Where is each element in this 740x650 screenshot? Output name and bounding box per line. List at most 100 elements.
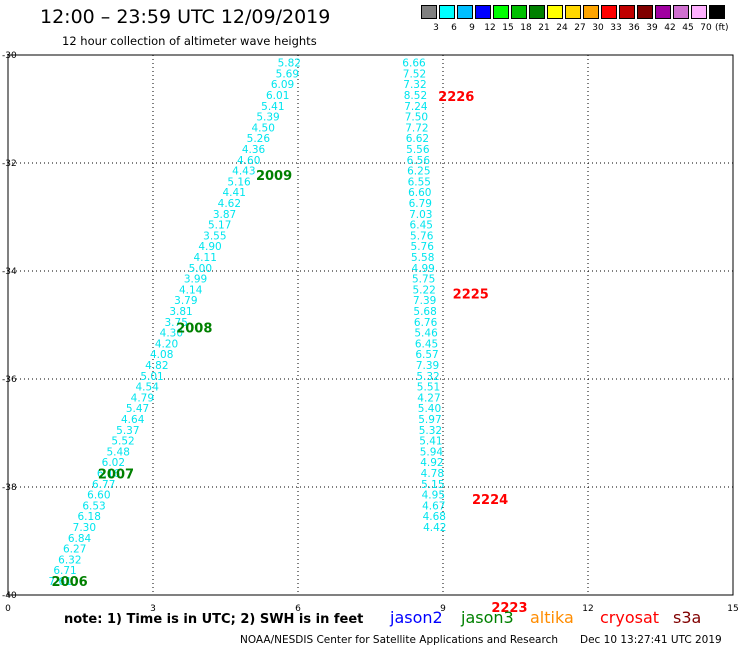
data-value-label: 6.77 (92, 479, 115, 491)
data-value-label: 6.18 (78, 511, 101, 523)
y-tick-label: -40 (2, 591, 17, 601)
data-value-label: 5.01 (140, 371, 163, 383)
data-value-label: 5.76 (411, 241, 435, 253)
data-value-label: 6.53 (82, 500, 105, 512)
data-value-label: 4.20 (155, 338, 178, 350)
x-tick-label: 0 (5, 604, 11, 614)
plot-frame (7, 54, 734, 596)
data-value-label: 7.24 (404, 101, 428, 113)
x-tick-label: 9 (440, 604, 446, 614)
data-value-label: 6.45 (410, 220, 433, 232)
legend-swatch (475, 5, 491, 19)
x-tick-label: 15 (727, 604, 738, 614)
timestamp: Dec 10 13:27:41 UTC 2019 (580, 634, 722, 646)
pass-label: 2225 (453, 288, 489, 303)
data-value-label: 6.60 (408, 187, 431, 199)
satellite-cryosat: cryosat (600, 608, 660, 627)
x-tick-label: 12 (582, 604, 593, 614)
data-value-label: 7.52 (403, 68, 426, 80)
data-value-label: 4.43 (232, 166, 255, 178)
data-value-label: 6.16 (97, 468, 121, 480)
data-value-label: 5.26 (247, 133, 271, 145)
page-subtitle: 12 hour collection of altimeter wave hei… (62, 34, 317, 48)
data-value-label: 5.46 (414, 328, 438, 340)
legend-label: 15 (502, 23, 514, 33)
data-value-label: 4.08 (150, 349, 173, 361)
data-value-label: 5.48 (107, 446, 130, 458)
y-tick-label: -34 (2, 267, 17, 277)
legend-label: 18 (520, 23, 532, 33)
page-title: 12:00 – 23:59 UTC 12/09/2019 (40, 6, 331, 28)
data-value-label: 5.69 (276, 68, 299, 80)
data-value-label: 6.45 (415, 338, 438, 350)
pass-label: 2223 (491, 601, 527, 616)
satellite-altika: altika (530, 608, 574, 627)
data-value-label: 5.94 (420, 446, 444, 458)
data-value-label: 5.32 (419, 425, 442, 437)
data-value-label: 5.15 (421, 479, 444, 491)
legend-label: 42 (664, 23, 676, 33)
data-value-label: 5.97 (418, 414, 441, 426)
data-value-label: 6.27 (63, 544, 86, 556)
legend-swatch (511, 5, 527, 19)
legend-label: 33 (610, 23, 622, 33)
data-value-label: 5.82 (278, 58, 301, 70)
y-tick-label: -38 (2, 483, 17, 493)
data-value-label: 5.76 (410, 230, 434, 242)
data-value-label: 3.99 (184, 274, 207, 286)
data-value-label: 5.41 (261, 101, 284, 113)
y-tick-label: -36 (2, 375, 17, 385)
legend-label: 6 (451, 23, 457, 33)
legend-label: 12 (484, 23, 496, 33)
data-value-label: 5.00 (189, 263, 212, 275)
legend-swatch (655, 5, 671, 19)
legend-label: 36 (628, 23, 640, 33)
legend-swatch (691, 5, 707, 19)
legend-swatch (529, 5, 545, 19)
data-value-label: 6.32 (58, 554, 81, 566)
data-value-label: 6.84 (68, 533, 92, 545)
legend-label: 45 (682, 23, 694, 33)
data-value-label: 6.25 (407, 166, 430, 178)
data-value-label: 4.60 (237, 155, 260, 167)
legend-label: 3 (433, 23, 439, 33)
legend-swatch (619, 5, 635, 19)
data-value-label: 4.82 (145, 360, 168, 372)
x-tick-label: 3 (150, 604, 156, 614)
data-value-label: 4.90 (198, 241, 221, 253)
legend-unit: (ft) (715, 23, 729, 33)
y-tick-label: -32 (2, 159, 17, 169)
data-value-label: 4.95 (422, 490, 445, 502)
data-value-label: 5.47 (126, 403, 149, 415)
data-value-label: 6.76 (414, 317, 438, 329)
data-value-label: 5.37 (116, 425, 139, 437)
pass-label: 2009 (256, 169, 292, 184)
data-value-label: 5.58 (411, 252, 434, 264)
data-value-label: 5.52 (111, 436, 134, 448)
data-value-label: 8.52 (404, 90, 427, 102)
data-value-label: 6.60 (87, 490, 110, 502)
data-value-label: 5.68 (413, 306, 436, 318)
data-value-label: 4.14 (179, 284, 203, 296)
data-value-label: 4.41 (223, 187, 246, 199)
legend-swatch (439, 5, 455, 19)
data-value-label: 6.02 (102, 457, 125, 469)
data-value-label: 4.50 (252, 122, 275, 134)
data-value-label: 4.11 (194, 252, 217, 264)
data-value-label: 3.79 (174, 295, 197, 307)
legend-label: 21 (538, 23, 550, 33)
data-value-label: 4.68 (423, 511, 446, 523)
satellite-s3a: s3a (673, 608, 702, 627)
data-value-label: 6.71 (53, 565, 76, 577)
data-value-label: 6.62 (406, 133, 429, 145)
data-value-label: 6.01 (266, 90, 289, 102)
data-value-label: 4.79 (131, 392, 154, 404)
data-value-label: 4.99 (411, 263, 434, 275)
data-value-label: 6.57 (415, 349, 438, 361)
data-value-label: 7.72 (405, 122, 428, 134)
data-value-label: 3.81 (169, 306, 192, 318)
satellite-jason3: jason3 (461, 608, 514, 627)
data-value-label: 7.61 (49, 576, 72, 588)
footer-note: note: 1) Time is in UTC; 2) SWH is in fe… (64, 612, 364, 627)
